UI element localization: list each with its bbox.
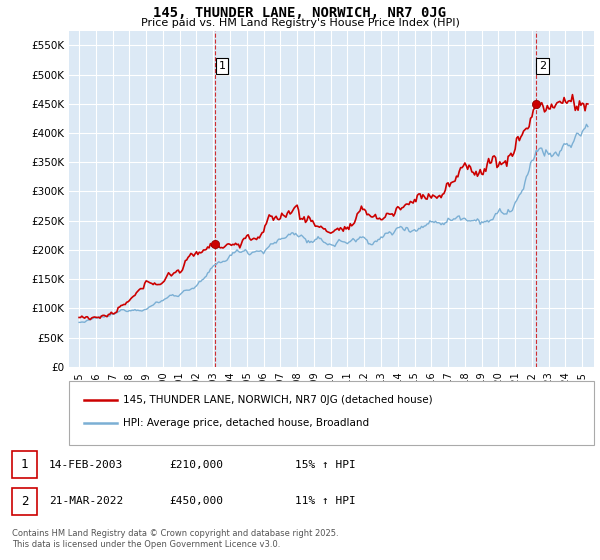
Text: 14-FEB-2003: 14-FEB-2003 bbox=[49, 460, 124, 470]
Text: 15% ↑ HPI: 15% ↑ HPI bbox=[295, 460, 356, 470]
Text: 145, THUNDER LANE, NORWICH, NR7 0JG: 145, THUNDER LANE, NORWICH, NR7 0JG bbox=[154, 6, 446, 20]
Text: 11% ↑ HPI: 11% ↑ HPI bbox=[295, 496, 356, 506]
Text: £450,000: £450,000 bbox=[169, 496, 223, 506]
Text: 21-MAR-2022: 21-MAR-2022 bbox=[49, 496, 124, 506]
Text: £210,000: £210,000 bbox=[169, 460, 223, 470]
Text: 2: 2 bbox=[21, 494, 28, 508]
Text: Price paid vs. HM Land Registry's House Price Index (HPI): Price paid vs. HM Land Registry's House … bbox=[140, 18, 460, 29]
Text: 1: 1 bbox=[21, 458, 28, 472]
Text: 1: 1 bbox=[218, 61, 226, 71]
Text: Contains HM Land Registry data © Crown copyright and database right 2025.
This d: Contains HM Land Registry data © Crown c… bbox=[12, 529, 338, 549]
Text: HPI: Average price, detached house, Broadland: HPI: Average price, detached house, Broa… bbox=[123, 418, 369, 428]
Text: 145, THUNDER LANE, NORWICH, NR7 0JG (detached house): 145, THUNDER LANE, NORWICH, NR7 0JG (det… bbox=[123, 395, 433, 405]
Text: 2: 2 bbox=[539, 61, 546, 71]
